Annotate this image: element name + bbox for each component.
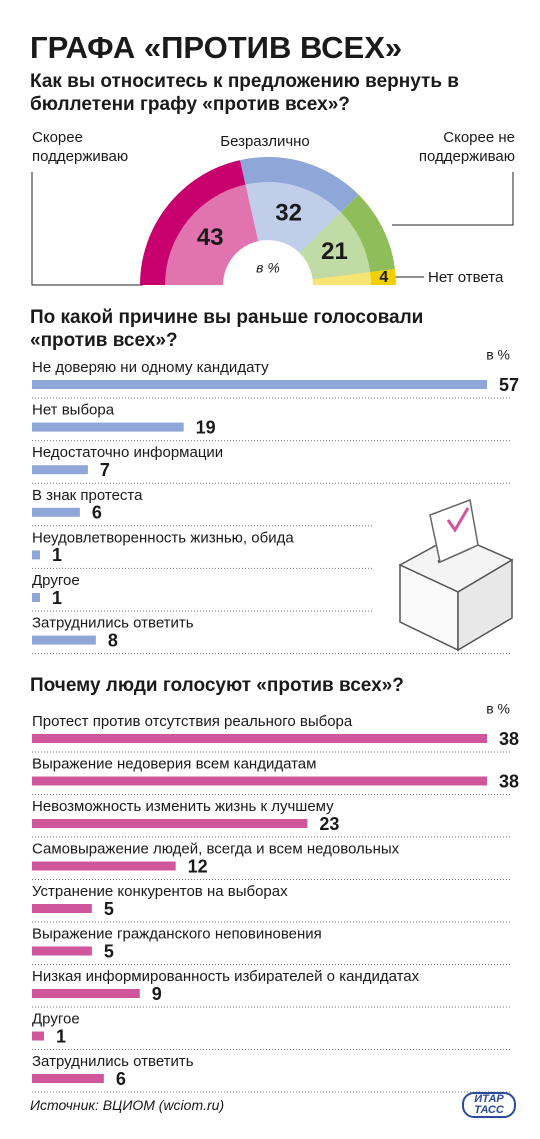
pie-segment: [139, 160, 259, 285]
value-label: 1: [52, 545, 62, 565]
category-label: Недостаточно информации: [32, 444, 223, 461]
source: Источник: ВЦИОМ (wciom.ru): [30, 1097, 225, 1113]
value-label: 12: [188, 856, 208, 876]
pie-segment: [240, 156, 359, 254]
pie-category-label: Безразлично: [220, 133, 310, 150]
category-label: Протест против отсутствия реального выбо…: [32, 713, 353, 730]
chart-title: По какой причине вы раньше голосовали «п…: [30, 307, 424, 351]
value-label: 4: [379, 269, 388, 286]
page-title: ГРАФА «ПРОТИВ ВСЕХ»: [30, 30, 402, 65]
value-label: 1: [56, 1026, 66, 1046]
bar: [32, 819, 308, 828]
pie-segment: [299, 194, 395, 280]
value-label: 1: [52, 588, 62, 608]
bar: [32, 734, 487, 743]
unit-label: в %: [486, 347, 510, 363]
bar: [32, 550, 40, 560]
bar: [32, 861, 176, 871]
bar: [32, 904, 92, 913]
chart-title: Почему люди голосуют «против всех»?: [30, 675, 404, 696]
bar: [32, 1031, 44, 1041]
pie-segment-inner: [245, 182, 341, 254]
category-label: Не доверяю ни одному кандидату: [32, 359, 269, 376]
bar: [32, 776, 487, 786]
category-label: В знак протеста: [32, 487, 143, 504]
value-label: 21: [321, 238, 348, 265]
pie-segment-inner: [165, 184, 259, 285]
bar: [32, 380, 487, 389]
bar: [32, 989, 140, 998]
value-label: 8: [108, 630, 118, 650]
value-label: 38: [499, 771, 519, 791]
pie-category-label: Скорее поддерживаю: [32, 129, 129, 165]
bar: [32, 507, 80, 517]
logo: ИТАР ТАСС: [462, 1092, 516, 1118]
category-label: Низкая информированность избирателей о к…: [32, 968, 420, 985]
chart-title: Как вы относитесь к предложению вернуть …: [30, 71, 459, 115]
category-label: Выражение недоверия всем кандидатам: [32, 755, 316, 772]
category-label: Неудовлетворенность жизнью, обида: [32, 529, 294, 546]
category-label: Затруднились ответить: [32, 615, 194, 632]
category-label: Другое: [32, 572, 80, 589]
ballot-box-icon: [398, 498, 514, 652]
category-label: Нет выбора: [32, 402, 115, 419]
value-label: 38: [499, 729, 519, 749]
value-label: 32: [275, 199, 302, 226]
category-label: Затруднились ответить: [32, 1053, 194, 1070]
value-label: 7: [100, 460, 110, 480]
pie-category-label: Нет ответа: [428, 269, 504, 286]
category-label: Устранение конкурентов на выборах: [32, 883, 288, 900]
category-label: Самовыражение людей, всегда и всем недов…: [32, 840, 400, 857]
bar: [32, 946, 92, 956]
bar: [32, 1074, 104, 1083]
value-label: 19: [196, 417, 216, 437]
category-label: Выражение гражданского неповиновения: [32, 925, 322, 942]
connector: [392, 172, 514, 226]
pie-category-label: Скорее не поддерживаю: [418, 129, 515, 165]
value-label: 6: [92, 503, 102, 523]
unit-label: в %: [256, 260, 280, 276]
pie-segment-inner: [299, 212, 371, 280]
bar: [32, 593, 40, 602]
pie-segment-inner: [312, 272, 372, 285]
value-label: 5: [104, 899, 114, 919]
bar: [32, 422, 184, 432]
value-label: 23: [319, 814, 339, 834]
unit-label: в %: [486, 701, 510, 717]
connector: [31, 172, 143, 286]
category-label: Невозможность изменить жизнь к лучшему: [32, 798, 334, 815]
value-label: 9: [152, 984, 162, 1004]
bar: [32, 465, 88, 475]
value-label: 5: [104, 941, 114, 961]
bar: [32, 635, 96, 645]
pie-segment: [312, 268, 396, 285]
value-label: 6: [116, 1069, 126, 1089]
category-label: Другое: [32, 1010, 80, 1027]
value-label: 43: [197, 224, 224, 251]
value-label: 57: [499, 375, 519, 395]
